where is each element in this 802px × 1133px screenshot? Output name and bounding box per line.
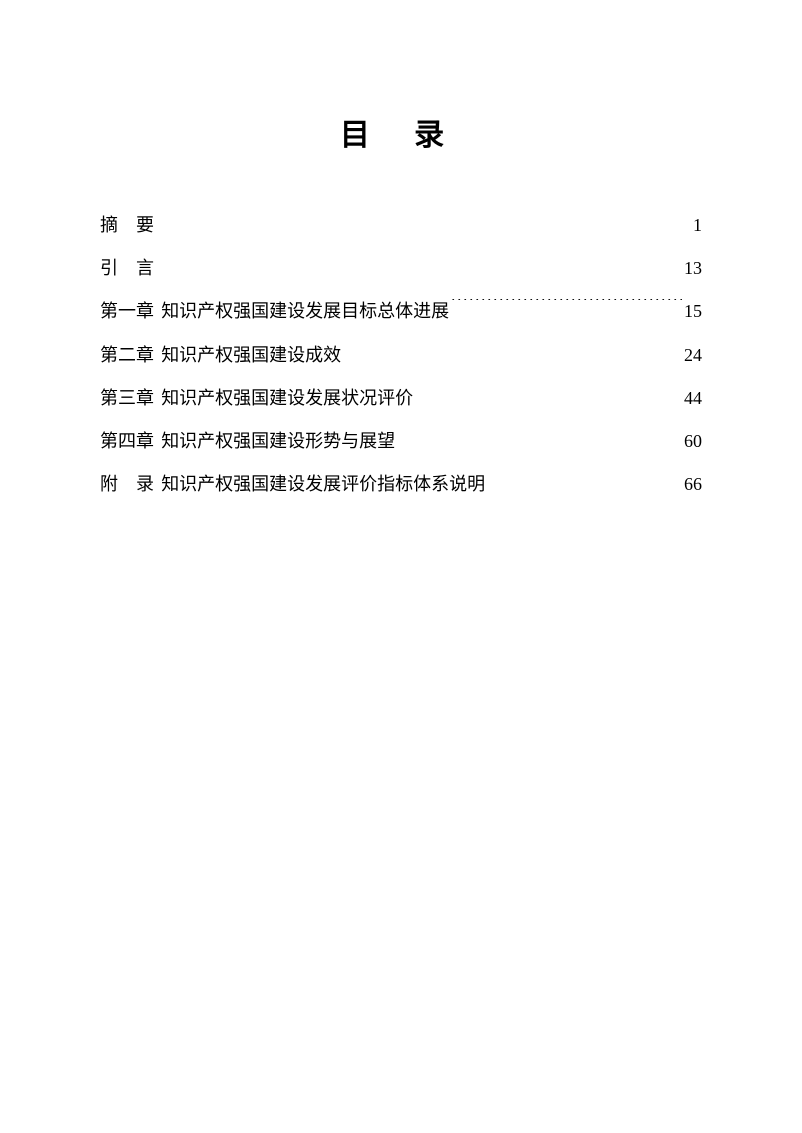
toc-dot-leader: [451, 299, 682, 317]
toc-entry-page: 66: [684, 463, 702, 506]
toc-entry-page: 1: [693, 204, 702, 247]
toc-entry: 第四章 知识产权强国建设形势与展望 60: [100, 420, 702, 463]
toc-dot-leader: [415, 386, 682, 404]
toc-entry-page: 15: [684, 290, 702, 333]
toc-entry-page: 13: [684, 247, 702, 290]
toc-entry: 第二章 知识产权强国建设成效 24: [100, 334, 702, 377]
toc-entry-page: 44: [684, 377, 702, 420]
toc-entry-text: 知识产权强国建设发展评价指标体系说明: [161, 463, 485, 506]
toc-dot-leader: [487, 472, 682, 490]
toc-entry: 附 录 知识产权强国建设发展评价指标体系说明 66: [100, 463, 702, 506]
toc-entry-text: 知识产权强国建设发展目标总体进展: [161, 290, 449, 333]
toc-entry-label: 摘 要: [100, 204, 154, 247]
toc-entry-label: 第二章: [100, 334, 154, 377]
toc-dot-leader: [397, 429, 682, 447]
toc-entry-label: 附 录: [100, 463, 154, 506]
toc-entry-label: 第三章: [100, 377, 154, 420]
toc-entry-text: 知识产权强国建设成效: [161, 334, 341, 377]
toc-entry-label: 第四章: [100, 420, 154, 463]
toc-entry-text: 知识产权强国建设发展状况评价: [161, 377, 413, 420]
toc-entry-page: 24: [684, 334, 702, 377]
toc-entry-label: 第一章: [100, 290, 154, 333]
toc-dot-leader: [163, 213, 691, 231]
toc-entry-text: 知识产权强国建设形势与展望: [161, 420, 395, 463]
toc-dot-leader: [163, 256, 682, 274]
toc-entry: 引 言 13: [100, 247, 702, 290]
toc-entry: 第三章 知识产权强国建设发展状况评价 44: [100, 377, 702, 420]
toc-entry-label: 引 言: [100, 247, 154, 290]
toc-title: 目 录: [100, 110, 702, 154]
toc-dot-leader: [343, 343, 682, 361]
toc-entry-page: 60: [684, 420, 702, 463]
table-of-contents: 摘 要 1 引 言 13 第一章 知识产权强国建设发展目标总体进展 15 第二章…: [100, 204, 702, 506]
toc-entry: 摘 要 1: [100, 204, 702, 247]
toc-entry: 第一章 知识产权强国建设发展目标总体进展 15: [100, 290, 702, 333]
